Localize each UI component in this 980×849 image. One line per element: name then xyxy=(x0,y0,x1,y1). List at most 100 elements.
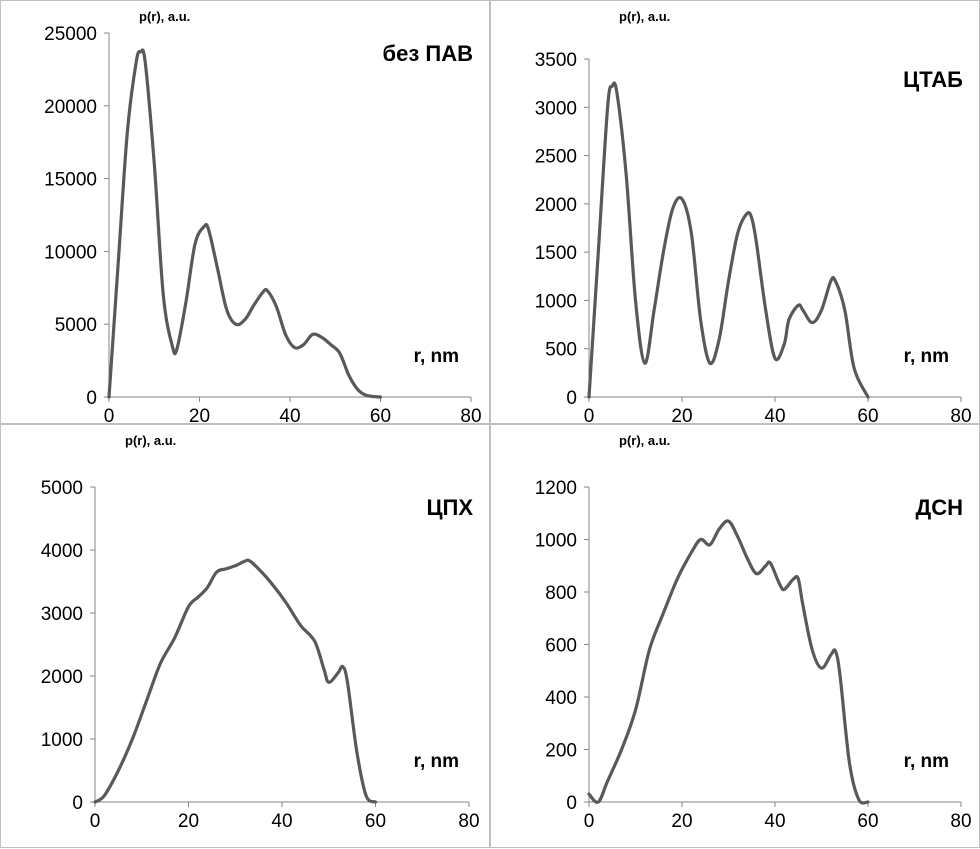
x-tick-label: 60 xyxy=(857,811,878,832)
data-point xyxy=(216,268,218,270)
data-point xyxy=(357,389,359,391)
data-point xyxy=(262,291,264,293)
data-point xyxy=(834,280,836,282)
data-point xyxy=(709,544,711,546)
data-point xyxy=(778,583,780,585)
data-point xyxy=(648,649,650,651)
x-tick-label: 40 xyxy=(271,811,292,832)
data-point xyxy=(634,709,636,711)
data-point xyxy=(765,309,767,311)
data-point xyxy=(783,588,785,590)
y-tick-label: 25000 xyxy=(44,24,97,45)
data-point xyxy=(365,795,367,797)
y-tick-label: 15000 xyxy=(44,170,97,191)
data-point xyxy=(830,654,832,656)
data-point xyxy=(235,323,237,325)
data-point xyxy=(302,343,304,345)
x-tick-label: 60 xyxy=(365,811,386,832)
data-point xyxy=(867,801,869,803)
data-point xyxy=(588,396,590,398)
data-point xyxy=(171,345,173,347)
data-point xyxy=(342,665,344,667)
y-tick-label: 0 xyxy=(86,388,97,409)
data-point xyxy=(853,367,855,369)
y-tick-label: 10000 xyxy=(44,242,97,263)
data-point xyxy=(746,557,748,559)
data-point xyxy=(346,681,348,683)
data-point xyxy=(727,280,729,282)
data-point xyxy=(811,321,813,323)
data-point xyxy=(672,208,674,210)
x-tick-label: 0 xyxy=(104,406,115,425)
data-point xyxy=(348,374,350,376)
y-axis-label: p(r), a.u. xyxy=(125,433,176,448)
data-point xyxy=(225,568,227,570)
chart-title: ЦТАБ xyxy=(903,67,963,92)
y-tick-label: 600 xyxy=(545,636,577,657)
x-tick-label: 0 xyxy=(584,406,595,425)
data-point xyxy=(690,551,692,553)
data-point xyxy=(206,587,208,589)
y-tick-label: 2000 xyxy=(41,667,83,688)
data-point xyxy=(625,174,627,176)
chart-panel-ctab: 0 500 1000 1500 2000 2500 3000 3500 0 20 40 60 80 p(r… xyxy=(490,0,980,425)
series-line xyxy=(587,81,870,399)
data-point xyxy=(774,357,776,359)
data-point xyxy=(802,604,804,606)
x-tick-label: 80 xyxy=(950,811,971,832)
y-tick-label: 4000 xyxy=(41,541,83,562)
y-tick-label: 3000 xyxy=(41,604,83,625)
data-point xyxy=(314,640,316,642)
y-tick-label: 500 xyxy=(545,340,577,361)
data-point xyxy=(257,568,259,570)
x-axis-label: r, nm xyxy=(414,346,459,367)
chart-panel-no-surfactant: 0 5000 10000 15000 20000 25000 0 20 40 60 80 p(r), … xyxy=(0,0,490,425)
data-point xyxy=(620,748,622,750)
data-point xyxy=(185,301,187,303)
data-point xyxy=(266,290,268,292)
x-tick-label: 0 xyxy=(90,811,101,832)
data-point xyxy=(194,243,196,245)
data-point xyxy=(606,780,608,782)
data-point xyxy=(653,309,655,311)
data-point xyxy=(597,251,599,253)
data-point xyxy=(366,394,368,396)
data-point xyxy=(275,306,277,308)
data-point xyxy=(681,198,683,200)
x-tick-label: 20 xyxy=(178,811,199,832)
chart-panel-cpc: 0 1000 2000 3000 4000 5000 0 20 40 60 80 p(r), a.u.… xyxy=(0,424,490,848)
data-point xyxy=(783,343,785,345)
data-point xyxy=(159,662,161,664)
y-tick-label: 1200 xyxy=(535,478,577,499)
data-point xyxy=(709,362,711,364)
x-tick-label: 40 xyxy=(764,811,785,832)
data-point xyxy=(830,280,832,282)
data-point xyxy=(844,309,846,311)
data-point xyxy=(243,560,245,562)
data-point xyxy=(676,578,678,580)
x-axis-label: r, nm xyxy=(414,751,459,772)
data-point xyxy=(323,669,325,671)
data-point xyxy=(765,565,767,567)
y-tick-label: 1500 xyxy=(535,243,577,264)
y-tick-label: 5000 xyxy=(55,315,97,336)
data-point xyxy=(858,798,860,800)
series-line xyxy=(107,48,383,399)
data-point xyxy=(197,596,199,598)
x-tick-label: 60 xyxy=(370,406,391,425)
data-point xyxy=(379,396,381,398)
chart-svg: 0 1000 2000 3000 4000 5000 0 20 40 60 80 p(r), a.u.… xyxy=(41,433,480,832)
y-axis-label: p(r), a.u. xyxy=(619,9,670,24)
data-point xyxy=(176,348,178,350)
y-tick-label: 1000 xyxy=(535,291,577,312)
data-point xyxy=(616,92,618,94)
y-tick-label: 0 xyxy=(72,793,83,814)
data-point xyxy=(769,562,771,564)
y-tick-label: 3000 xyxy=(535,98,577,119)
data-point xyxy=(788,319,790,321)
data-point xyxy=(662,612,664,614)
x-tick-label: 60 xyxy=(857,406,878,425)
data-point xyxy=(339,352,341,354)
data-point xyxy=(797,304,799,306)
data-point xyxy=(248,560,250,562)
